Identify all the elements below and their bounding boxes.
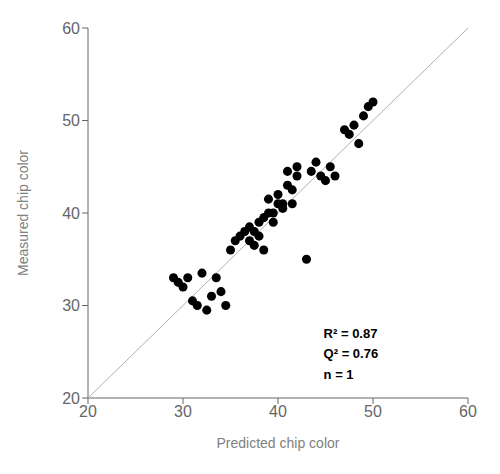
svg-text:60: 60 [62, 20, 80, 37]
svg-text:30: 30 [174, 403, 192, 420]
svg-text:40: 40 [62, 205, 80, 222]
svg-text:40: 40 [269, 403, 287, 420]
html-text:R² = 0.87 Q² = 0.76 n = 1: R² = 0.87 Q² = 0.76 n = 1 [323, 325, 379, 383]
svg-text:30: 30 [62, 297, 80, 314]
svg-text:Predicted chip color: Predicted chip color [217, 435, 340, 451]
svg-text:Measured chip color: Measured chip color [15, 150, 31, 276]
svg-text:50: 50 [364, 403, 382, 420]
svg-text:20: 20 [62, 390, 80, 407]
svg-text:20: 20 [79, 403, 97, 420]
svg-text:60: 60 [459, 403, 477, 420]
svg-text:50: 50 [62, 112, 80, 129]
